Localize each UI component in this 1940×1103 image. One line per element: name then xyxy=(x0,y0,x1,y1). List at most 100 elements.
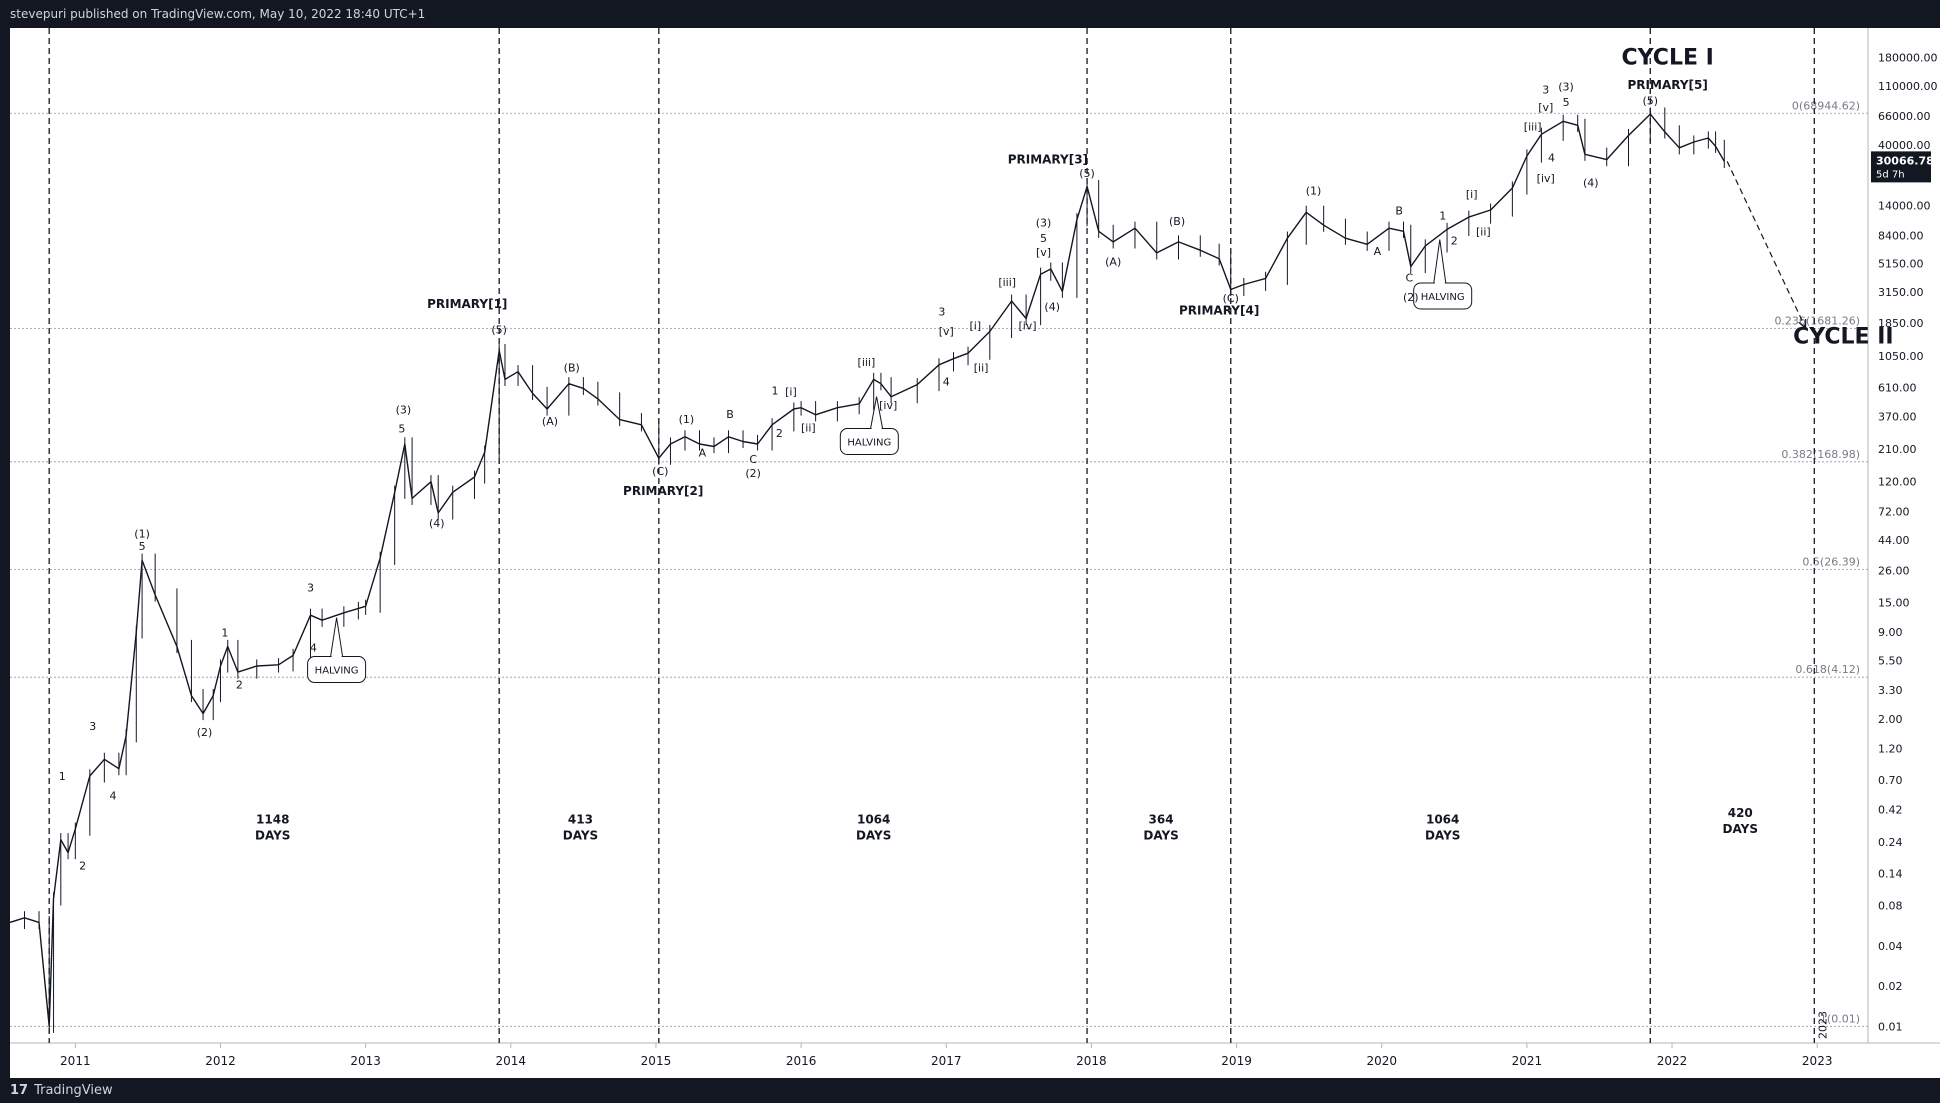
wave-label: (2) xyxy=(197,726,213,739)
fib-level-label: 0(68944.62) xyxy=(1792,99,1860,112)
x-tick-label: 2012 xyxy=(205,1054,236,1068)
y-tick-label: 5.50 xyxy=(1878,654,1903,667)
wave-label: DAYS xyxy=(563,829,598,843)
wave-label: [i] xyxy=(1466,188,1478,201)
wave-label: (A) xyxy=(1105,255,1121,268)
x-tick-label: 2015 xyxy=(641,1054,672,1068)
y-tick-label: 210.00 xyxy=(1878,443,1917,456)
wave-label: 364 xyxy=(1149,813,1174,827)
wave-label: C xyxy=(749,453,757,466)
wave-label: 1 xyxy=(771,384,778,397)
wave-label: (4) xyxy=(1044,300,1060,313)
wave-label: PRIMARY[1] xyxy=(427,297,507,311)
wave-label: CYCLE I xyxy=(1622,45,1714,70)
publisher-line: stevepuri published on TradingView.com, … xyxy=(10,7,426,21)
wave-label: DAYS xyxy=(1723,822,1758,836)
wave-label: (3) xyxy=(396,403,412,416)
x-tick-label: 2011 xyxy=(60,1054,91,1068)
wave-label: 3 xyxy=(938,306,945,319)
wave-label: 420 xyxy=(1728,806,1753,820)
wave-label: [iii] xyxy=(998,276,1016,289)
wave-label: (5) xyxy=(491,323,507,336)
last-price-tag xyxy=(1871,151,1931,183)
wave-label: 3 xyxy=(307,582,314,595)
wave-label: [iv] xyxy=(879,399,897,412)
price-series-line xyxy=(9,113,1725,1027)
wave-label: (5) xyxy=(1079,167,1095,180)
y-tick-label: 180000.00 xyxy=(1878,52,1938,65)
wave-label: 2 xyxy=(236,678,243,691)
callout-box xyxy=(839,427,899,455)
wave-label: DAYS xyxy=(856,829,891,843)
y-tick-label: 8400.00 xyxy=(1878,229,1924,242)
y-tick-label: 15.00 xyxy=(1878,596,1910,609)
fib-level-label: 0.618(4.12) xyxy=(1795,663,1860,676)
x-tick-label: 2023 xyxy=(1802,1054,1833,1068)
wave-label: 1 xyxy=(59,770,66,783)
wave-label: 2 xyxy=(1451,234,1458,247)
wave-label: [iii] xyxy=(1524,121,1542,134)
wave-label: [iii] xyxy=(858,356,876,369)
wave-label: 5 xyxy=(398,423,405,436)
wave-label: (1) xyxy=(134,527,150,540)
wave-label: CYCLE II xyxy=(1793,325,1894,350)
wave-label: (2) xyxy=(745,467,761,480)
wave-label: (3) xyxy=(1036,216,1052,229)
wave-label: PRIMARY[5] xyxy=(1628,78,1708,92)
wave-label: PRIMARY[3] xyxy=(1008,152,1088,166)
fib-level-label: 0.5(26.39) xyxy=(1802,556,1860,569)
y-tick-label: 3150.00 xyxy=(1878,286,1924,299)
tradingview-logo-icon[interactable]: 17 xyxy=(10,1083,29,1098)
y-tick-label: 3.30 xyxy=(1878,684,1903,697)
wave-label: 1 xyxy=(1439,210,1446,223)
callout-label: HALVING xyxy=(847,437,891,448)
x-tick-label: 2021 xyxy=(1512,1054,1543,1068)
wave-label: 1 xyxy=(221,627,228,640)
last-price-label: 30066.78 xyxy=(1876,154,1934,167)
x-tick-label: 2019 xyxy=(1221,1054,1252,1068)
y-tick-label: 2.00 xyxy=(1878,713,1903,726)
wave-label: (A) xyxy=(542,415,558,428)
wave-label: PRIMARY[4] xyxy=(1179,303,1259,317)
wave-label: DAYS xyxy=(255,829,290,843)
y-tick-label: 120.00 xyxy=(1878,476,1917,489)
wave-label: (3) xyxy=(1558,81,1574,94)
callout-pointer xyxy=(1433,239,1447,284)
projection-arrowhead xyxy=(1798,318,1807,330)
wave-label: [v] xyxy=(1036,246,1051,259)
wave-label: [iv] xyxy=(1018,320,1036,333)
wave-label: B xyxy=(726,408,734,421)
x-tick-label: 2018 xyxy=(1076,1054,1107,1068)
wave-label: (B) xyxy=(564,362,580,375)
wave-label: 4 xyxy=(110,789,117,802)
y-tick-label: 370.00 xyxy=(1878,410,1917,423)
wave-label: (4) xyxy=(1583,176,1599,189)
wave-label: [iv] xyxy=(1537,172,1555,185)
wave-label: 1064 xyxy=(857,813,890,827)
projection-line xyxy=(1726,161,1807,329)
x-tick-label: 2013 xyxy=(350,1054,381,1068)
wave-label: (C) xyxy=(652,465,668,478)
y-tick-label: 1050.00 xyxy=(1878,350,1924,363)
y-tick-label: 40000.00 xyxy=(1878,139,1931,152)
footer-bar: 17 TradingView xyxy=(0,1078,1940,1103)
chart-area[interactable]: 180000.00110000.0066000.0040000.0024000.… xyxy=(9,28,1940,1078)
y-tick-label: 44.00 xyxy=(1878,534,1910,547)
wave-label: 2 xyxy=(776,427,783,440)
footer-brand[interactable]: TradingView xyxy=(34,1083,113,1098)
y-tick-label: 0.24 xyxy=(1878,836,1903,849)
y-tick-label: 72.00 xyxy=(1878,505,1910,518)
y-tick-label: 0.04 xyxy=(1878,940,1903,953)
y-tick-label: 110000.00 xyxy=(1878,80,1938,93)
wave-label: [v] xyxy=(1538,101,1553,114)
x-tick-label: 2014 xyxy=(496,1054,527,1068)
y-tick-label: 9.00 xyxy=(1878,626,1903,639)
wave-label: [v] xyxy=(939,325,954,338)
wave-label: (B) xyxy=(1169,215,1185,228)
wave-label: (1) xyxy=(1306,184,1322,197)
wave-label: DAYS xyxy=(1425,829,1460,843)
price-chart[interactable]: 180000.00110000.0066000.0040000.0024000.… xyxy=(9,28,1940,1078)
x-tick-label: 2022 xyxy=(1657,1054,1688,1068)
y-tick-label: 1850.00 xyxy=(1878,317,1924,330)
wave-label: 3 xyxy=(89,720,96,733)
